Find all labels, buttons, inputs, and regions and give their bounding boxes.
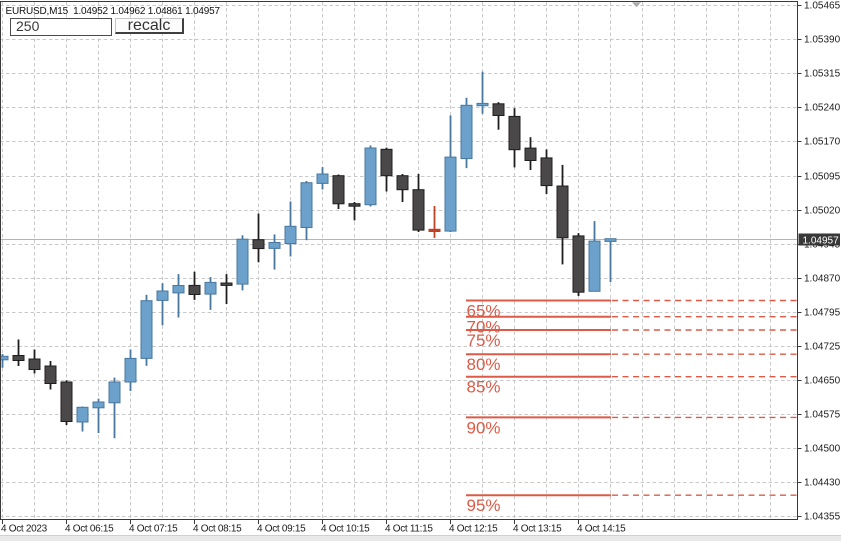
- svg-text:1.04650: 1.04650: [804, 376, 841, 387]
- svg-text:70%: 70%: [467, 318, 501, 337]
- svg-text:4 Oct 09:15: 4 Oct 09:15: [257, 524, 306, 535]
- svg-text:4 Oct 11:15: 4 Oct 11:15: [385, 524, 433, 535]
- svg-text:1.05020: 1.05020: [804, 206, 841, 217]
- svg-text:1.04870: 1.04870: [804, 274, 841, 285]
- svg-text:4 Oct 07:15: 4 Oct 07:15: [129, 524, 178, 535]
- svg-text:1.04725: 1.04725: [804, 342, 841, 353]
- svg-text:85%: 85%: [467, 378, 501, 397]
- svg-text:1.04575: 1.04575: [804, 410, 841, 421]
- svg-text:1.04795: 1.04795: [804, 308, 841, 319]
- svg-text:4 Oct 12:15: 4 Oct 12:15: [449, 524, 498, 535]
- svg-text:1.05390: 1.05390: [804, 35, 841, 46]
- svg-text:1.05170: 1.05170: [804, 137, 841, 148]
- svg-text:4 Oct 2023: 4 Oct 2023: [1, 524, 48, 535]
- svg-text:1.05315: 1.05315: [804, 69, 841, 80]
- svg-text:1.04430: 1.04430: [804, 478, 841, 489]
- svg-text:1.04957: 1.04957: [803, 235, 840, 246]
- svg-text:1.04500: 1.04500: [804, 444, 841, 455]
- svg-text:80%: 80%: [467, 355, 501, 374]
- svg-text:75%: 75%: [467, 331, 501, 350]
- svg-text:65%: 65%: [467, 301, 501, 320]
- svg-text:90%: 90%: [467, 418, 501, 437]
- svg-text:4 Oct 10:15: 4 Oct 10:15: [321, 524, 370, 535]
- svg-text:4 Oct 13:15: 4 Oct 13:15: [513, 524, 562, 535]
- svg-text:4 Oct 08:15: 4 Oct 08:15: [193, 524, 242, 535]
- svg-text:1.05465: 1.05465: [804, 1, 841, 12]
- svg-text:1.05095: 1.05095: [804, 172, 841, 183]
- svg-text:1.04355: 1.04355: [804, 512, 841, 523]
- svg-text:1.05240: 1.05240: [804, 103, 841, 114]
- svg-text:95%: 95%: [467, 496, 501, 515]
- svg-text:4 Oct 14:15: 4 Oct 14:15: [577, 524, 626, 535]
- svg-text:EURUSD,M15 1.04952 1.04962 1.: EURUSD,M15 1.04952 1.04962 1.04861 1.049…: [6, 6, 221, 17]
- svg-text:4 Oct 06:15: 4 Oct 06:15: [65, 524, 114, 535]
